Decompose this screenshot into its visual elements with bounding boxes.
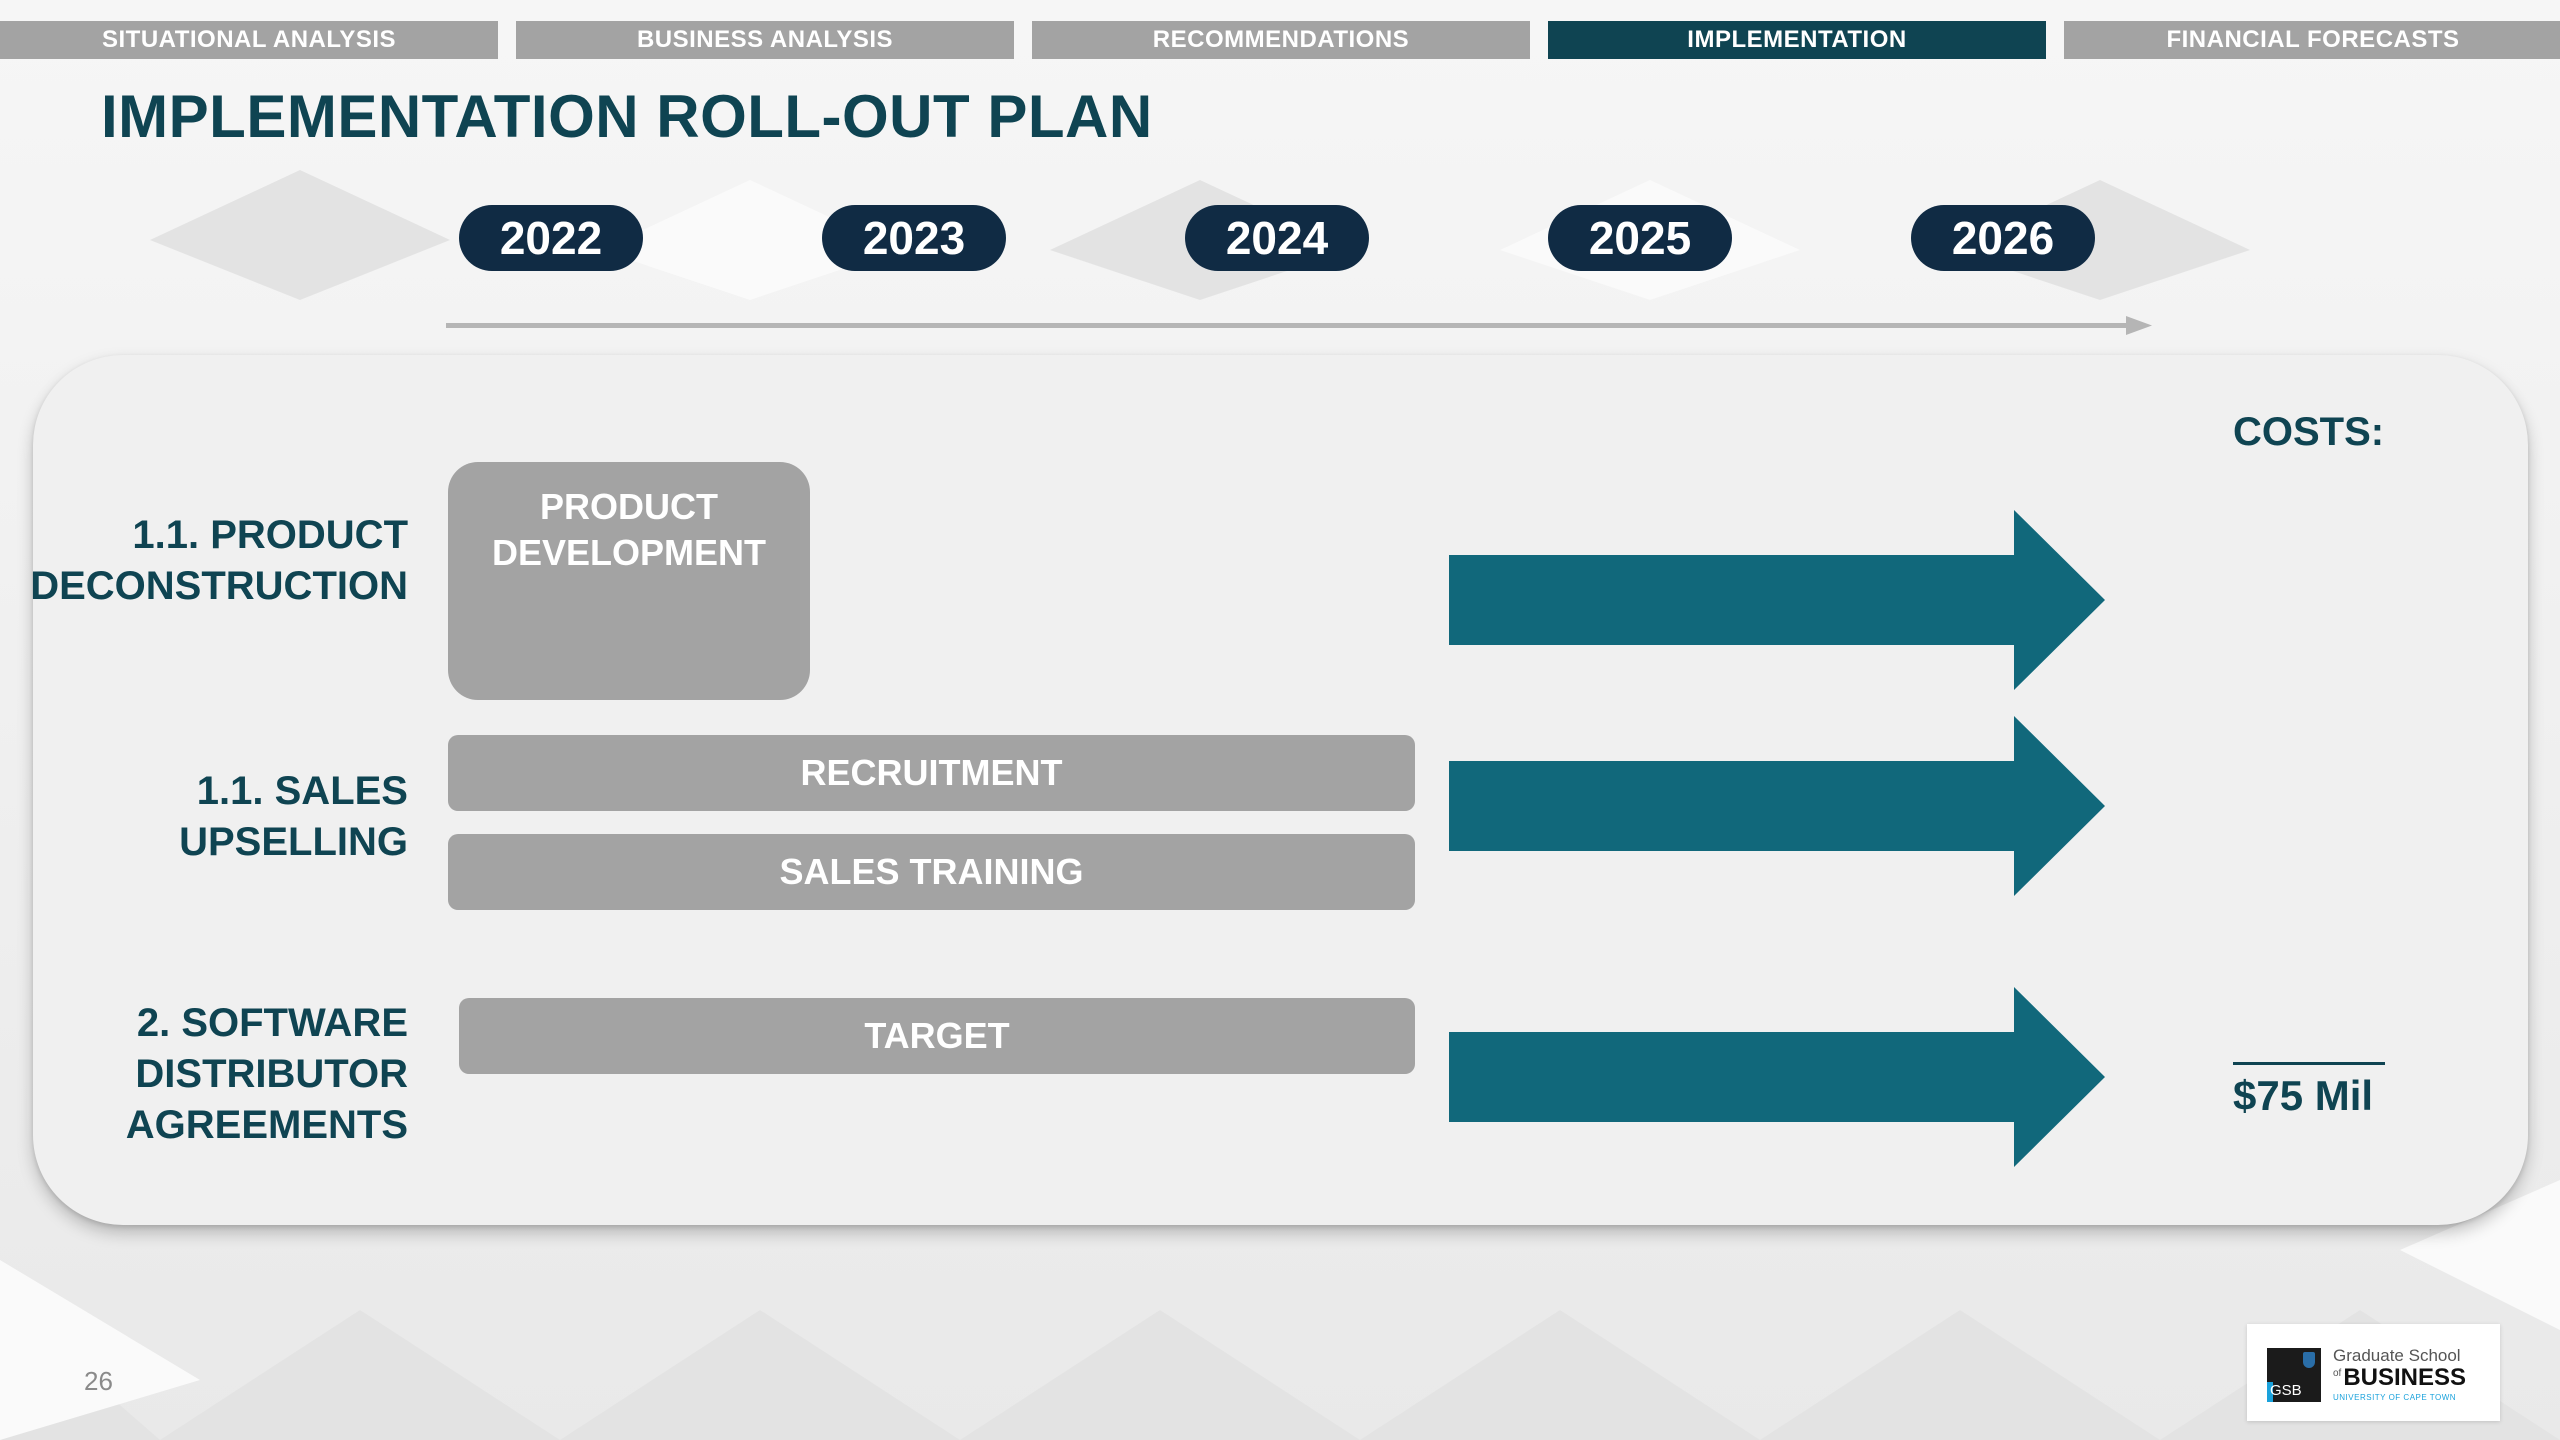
costs-divider (2233, 1062, 2385, 1065)
page-number: 26 (84, 1366, 113, 1396)
costs-label: COSTS: (2233, 410, 2385, 454)
logo-line-3: UNIVERSITY OF CAPE TOWN (2333, 1393, 2457, 1402)
logo-mark-text: GSB (2270, 1382, 2302, 1399)
activity-label-line: PRODUCT (540, 486, 718, 527)
row-label-line: DECONSTRUCTION (30, 564, 408, 608)
gsb-logo: GSB Graduate School ofBUSINESS UNIVERSIT… (2247, 1324, 2500, 1421)
tab-recommendations[interactable]: RECOMMENDATIONS (1032, 21, 1530, 59)
activity-product-development: PRODUCT DEVELOPMENT (448, 462, 810, 700)
timeline-arrow (446, 316, 2152, 335)
row-label-line: AGREEMENTS (125, 1103, 408, 1147)
tab-financial-forecasts[interactable]: FINANCIAL FORECASTS (2064, 21, 2560, 59)
gsb-logo-mark: GSB (2267, 1348, 2321, 1402)
costs-value: $75 Mil (2233, 1072, 2374, 1119)
row-label-line: 1.1. PRODUCT (132, 513, 408, 557)
tab-business-analysis[interactable]: BUSINESS ANALYSIS (516, 21, 1014, 59)
arrow-row-1 (1449, 510, 2105, 690)
year-pill-2026: 2026 (1911, 205, 2095, 271)
row-label-software-distributor: 2. SOFTWARE DISTRIBUTOR AGREEMENTS (126, 998, 408, 1151)
tab-situational-analysis[interactable]: SITUATIONAL ANALYSIS (0, 21, 498, 59)
row-label-line: DISTRIBUTOR (135, 1052, 408, 1096)
logo-business: BUSINESS (2343, 1364, 2467, 1391)
shield-icon (2303, 1352, 2315, 1368)
tab-implementation[interactable]: IMPLEMENTATION (1548, 21, 2046, 59)
page-title: IMPLEMENTATION ROLL-OUT PLAN (101, 83, 1153, 150)
logo-of: of (2333, 1368, 2342, 1379)
row-label-sales-upselling: 1.1. SALES UPSELLING (179, 766, 408, 868)
activity-target: TARGET (459, 998, 1415, 1074)
year-pill-2024: 2024 (1185, 205, 1369, 271)
row-label-product-deconstruction: 1.1. PRODUCT DECONSTRUCTION (30, 510, 408, 612)
year-pill-2022: 2022 (459, 205, 643, 271)
logo-stripe (2267, 1382, 2273, 1402)
activity-label-line: DEVELOPMENT (491, 532, 767, 573)
activity-sales-training: SALES TRAINING (448, 834, 1415, 910)
row-label-line: UPSELLING (179, 820, 408, 864)
year-pill-2025: 2025 (1548, 205, 1732, 271)
logo-line-2: ofBUSINESS (2333, 1364, 2466, 1392)
row-label-line: 2. SOFTWARE (136, 1001, 408, 1045)
year-pill-2023: 2023 (822, 205, 1006, 271)
arrow-row-3 (1449, 987, 2105, 1167)
logo-line-1: Graduate School (2333, 1346, 2461, 1365)
row-label-line: 1.1. SALES (196, 769, 408, 813)
activity-recruitment: RECRUITMENT (448, 735, 1415, 811)
arrow-row-2 (1449, 716, 2105, 896)
